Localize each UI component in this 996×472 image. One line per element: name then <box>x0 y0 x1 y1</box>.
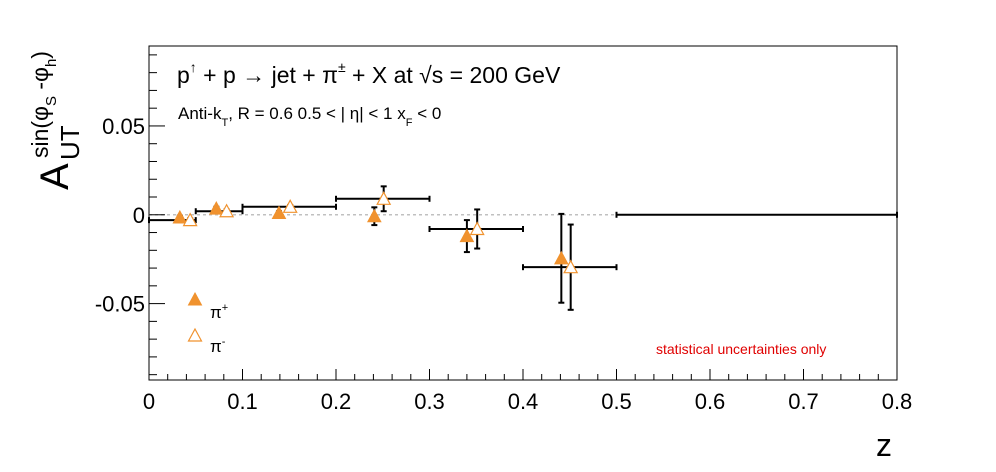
pi-plus-point <box>366 208 382 223</box>
pi-minus-point <box>563 259 579 274</box>
x-tick-label: 0.3 <box>414 389 445 414</box>
pi-minus-point <box>182 212 198 227</box>
chart-title: p↑ + p → jet + π± + X at √s = 200 GeV <box>177 59 561 88</box>
legend-marker-pi-plus <box>187 291 203 306</box>
plot-frame <box>148 45 898 381</box>
y-axis-label: A UT sin(φS -φh) <box>27 51 85 190</box>
error-bar-layer <box>148 185 898 311</box>
legend-marker-pi-minus <box>187 327 203 342</box>
legend: π+ π- <box>187 291 228 356</box>
pi-minus-point <box>376 191 392 205</box>
pi-minus-point <box>219 203 235 218</box>
pi-minus-point <box>282 199 298 213</box>
svg-text:sin(φS -φh): sin(φS -φh) <box>27 51 60 158</box>
svg-text:A: A <box>33 163 77 190</box>
x-axis-ticks: 0 0.1 0.2 0.3 0.4 0.5 0.6 0.7 0.8 <box>143 369 912 414</box>
pi-plus-point <box>208 201 224 215</box>
pi-minus-point <box>469 221 485 236</box>
x-tick-label: 0.5 <box>601 389 632 414</box>
x-tick-label: 0.6 <box>695 389 726 414</box>
pi-plus-point <box>271 205 287 220</box>
x-tick-label: 0.2 <box>321 389 352 414</box>
y-tick-label: -0.05 <box>95 292 145 317</box>
x-tick-label: 0.1 <box>227 389 258 414</box>
x-tick-label: 0.7 <box>788 389 819 414</box>
pi-plus-point <box>459 228 475 243</box>
legend-label-pi-plus: π+ <box>210 302 228 322</box>
y-tick-label: 0.05 <box>102 114 145 139</box>
legend-label-pi-minus: π- <box>210 336 226 356</box>
x-tick-label: 0.4 <box>508 389 539 414</box>
x-axis-label: z <box>876 427 892 463</box>
x-tick-label: 0.8 <box>882 389 913 414</box>
pi-plus-point <box>553 250 569 265</box>
y-axis-ticks: -0.05 0 0.05 <box>95 54 165 376</box>
marker-layer <box>172 191 579 274</box>
stat-uncertainty-note: statistical uncertainties only <box>656 341 826 357</box>
pi-plus-point <box>172 209 188 224</box>
y-tick-label: 0 <box>133 203 145 228</box>
plot-frame-rect <box>148 45 898 381</box>
x-tick-label: 0 <box>143 389 155 414</box>
chart-subtitle: Anti-kT, R = 0.6 0.5 < | η| < 1 xF < 0 <box>178 104 441 129</box>
svg-text:UT: UT <box>55 125 85 160</box>
